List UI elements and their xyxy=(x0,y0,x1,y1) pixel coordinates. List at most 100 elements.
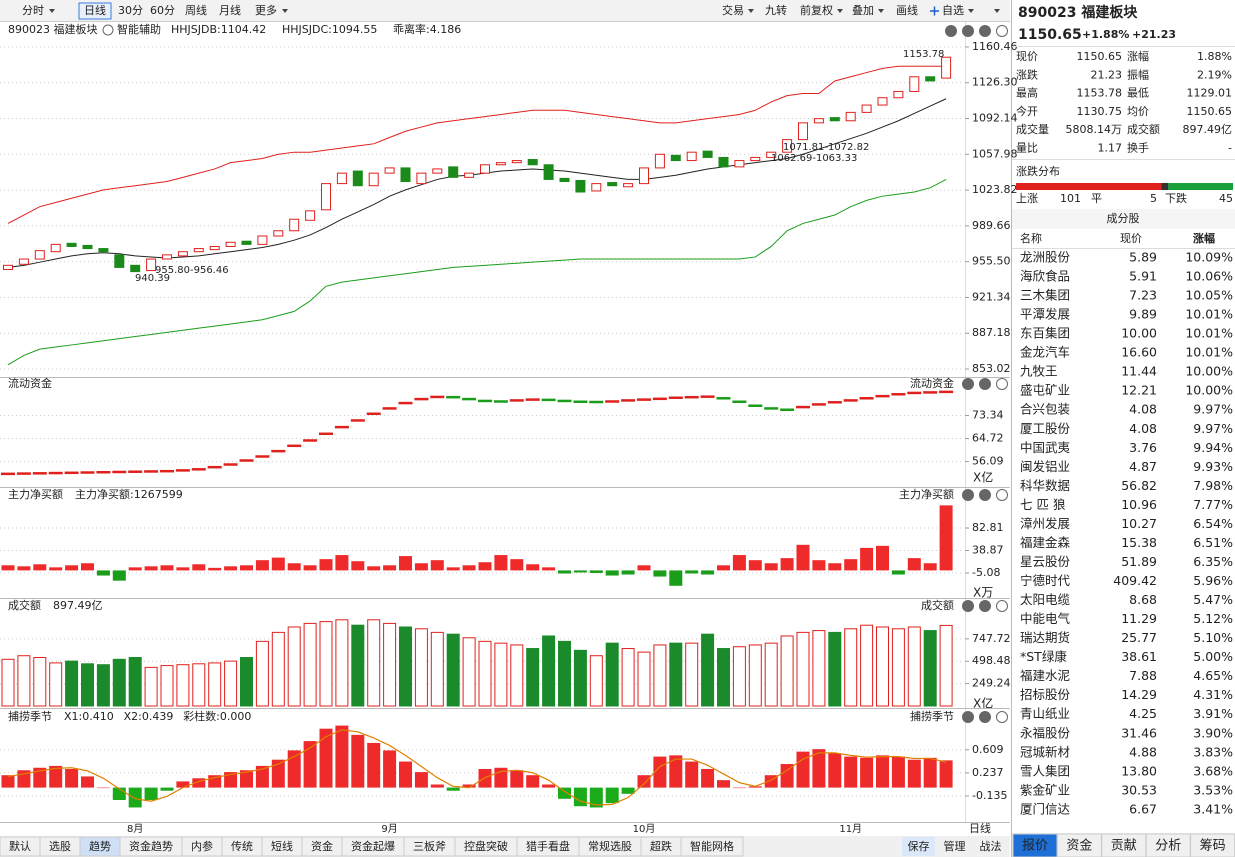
stock-name[interactable]: 金龙汽车 xyxy=(1020,345,1070,360)
bar xyxy=(828,563,842,571)
stock-name[interactable]: 龙洲股份 xyxy=(1020,250,1071,265)
panel-icon[interactable] xyxy=(962,711,974,723)
toolbar-button[interactable]: 自选 xyxy=(942,4,964,17)
bar xyxy=(128,787,142,808)
bar xyxy=(208,567,222,571)
panel-icon[interactable] xyxy=(962,25,974,37)
action-button[interactable] xyxy=(902,837,935,856)
panel-icon[interactable] xyxy=(962,378,974,390)
panel-icon[interactable] xyxy=(996,600,1008,612)
stock-name[interactable]: 厦工股份 xyxy=(1020,421,1071,436)
panel-icon[interactable] xyxy=(979,600,991,612)
stock-name[interactable]: 厦门信达 xyxy=(1020,801,1071,816)
volume-bar xyxy=(208,662,222,707)
volume-bar xyxy=(351,624,365,707)
bar xyxy=(876,545,889,571)
y-tick-label: 73.34 xyxy=(972,409,1004,422)
quote-pct: +1.88% xyxy=(1082,28,1129,41)
panel-icon[interactable] xyxy=(962,600,974,612)
panel-icon[interactable] xyxy=(962,489,974,501)
bar xyxy=(558,787,571,799)
stock-name[interactable]: 东百集团 xyxy=(1020,326,1070,341)
toolbar-button[interactable]: 周线 xyxy=(185,3,207,17)
panel-icon[interactable] xyxy=(979,25,991,37)
toolbar-button[interactable]: 更多 xyxy=(255,3,277,17)
volume-bar xyxy=(526,648,540,707)
toolbar-button[interactable]: 交易 xyxy=(722,3,744,17)
panel-icon[interactable] xyxy=(996,25,1008,37)
panel-icon[interactable] xyxy=(979,711,991,723)
stock-name[interactable]: 紫金矿业 xyxy=(1020,782,1070,797)
stock-name[interactable]: 冠城新材 xyxy=(1020,744,1070,759)
stock-name[interactable]: 招标股份 xyxy=(1020,687,1071,702)
volume-bar xyxy=(732,646,746,707)
stock-name[interactable]: 太阳电缆 xyxy=(1020,592,1071,607)
stock-name[interactable]: 盛屯矿业 xyxy=(1020,383,1070,398)
panel-icon[interactable] xyxy=(979,489,991,501)
volume-bar xyxy=(430,631,444,707)
stock-change: 6.51% xyxy=(1193,535,1233,550)
stock-name[interactable]: 合兴包装 xyxy=(1020,402,1070,417)
stock-name[interactable]: 福建金森 xyxy=(1020,535,1071,550)
stock-name[interactable]: 中能电气 xyxy=(1020,611,1071,626)
volume-bar xyxy=(510,644,524,707)
candle xyxy=(766,151,777,158)
dropdown-arrow xyxy=(837,9,843,13)
candle xyxy=(18,258,29,265)
toolbar-button[interactable]: 九转 xyxy=(765,3,787,17)
bar xyxy=(780,558,794,571)
toolbar-button[interactable]: 月线 xyxy=(219,3,241,17)
stock-name[interactable]: 雪人集团 xyxy=(1020,763,1070,778)
stock-price: 4.25 xyxy=(1129,706,1157,721)
col-header: 现价 xyxy=(1120,232,1142,245)
toolbar-button[interactable]: 画线 xyxy=(896,3,918,17)
unit-label: X万 xyxy=(973,586,993,600)
stock-name[interactable]: 中国武夷 xyxy=(1020,440,1071,455)
bar xyxy=(605,570,619,576)
stock-name[interactable]: 平潭发展 xyxy=(1020,307,1070,322)
stock-name[interactable]: 九牧王 xyxy=(1020,364,1058,379)
tab-label: 控盘突破 xyxy=(464,839,508,853)
toolbar-button[interactable]: 日线 xyxy=(84,3,106,17)
stock-name[interactable]: 闽发铝业 xyxy=(1020,459,1070,474)
dropdown-arrow xyxy=(994,9,1000,13)
stock-name[interactable]: 星云股份 xyxy=(1020,554,1071,569)
y-tick-label: 498.48 xyxy=(972,654,1011,667)
toolbar-button[interactable]: 叠加 xyxy=(852,4,874,17)
stock-name[interactable]: 三木集团 xyxy=(1020,288,1070,303)
action-button[interactable] xyxy=(974,837,1007,856)
panel-title: 成交额 xyxy=(8,598,41,612)
action-button[interactable] xyxy=(938,837,971,856)
assist-icon[interactable] xyxy=(102,24,114,36)
stock-name[interactable]: 科华数据 xyxy=(1020,478,1070,493)
stock-name[interactable]: 宁德时代 xyxy=(1020,573,1071,588)
stock-name[interactable]: 海欣食品 xyxy=(1020,269,1070,284)
stock-price: 10.00 xyxy=(1121,326,1157,341)
stock-name[interactable]: 七 匹 狼 xyxy=(1020,497,1066,512)
toolbar-button[interactable]: 分时 xyxy=(22,4,44,17)
tab[interactable] xyxy=(680,836,744,857)
stock-change: 4.31% xyxy=(1193,687,1233,702)
panel-icon[interactable] xyxy=(996,711,1008,723)
bar xyxy=(510,770,524,788)
panel-icon[interactable] xyxy=(979,378,991,390)
panel-icon[interactable] xyxy=(996,489,1008,501)
stock-name[interactable]: 瑞达期货 xyxy=(1020,630,1070,645)
stock-name[interactable]: 永福股份 xyxy=(1020,725,1071,740)
stock-name[interactable]: 青山纸业 xyxy=(1020,706,1070,721)
stock-name[interactable]: 漳州发展 xyxy=(1020,516,1070,531)
toolbar-button[interactable]: 30分 xyxy=(118,4,143,17)
panel-icon[interactable] xyxy=(996,378,1008,390)
toolbar-button[interactable]: 60分 xyxy=(150,4,175,17)
bar xyxy=(335,725,349,788)
toolbar-button[interactable]: 前复权 xyxy=(800,3,833,17)
y-tick-label: 64.72 xyxy=(972,432,1004,445)
stock-name[interactable]: 福建水泥 xyxy=(1020,668,1070,683)
bar xyxy=(717,565,730,571)
panel-icon[interactable] xyxy=(945,25,957,37)
candle xyxy=(193,248,204,253)
candle xyxy=(225,241,236,247)
stock-name[interactable]: *ST绿康 xyxy=(1020,649,1067,664)
bar xyxy=(891,756,905,788)
stock-change: 10.06% xyxy=(1185,269,1233,284)
